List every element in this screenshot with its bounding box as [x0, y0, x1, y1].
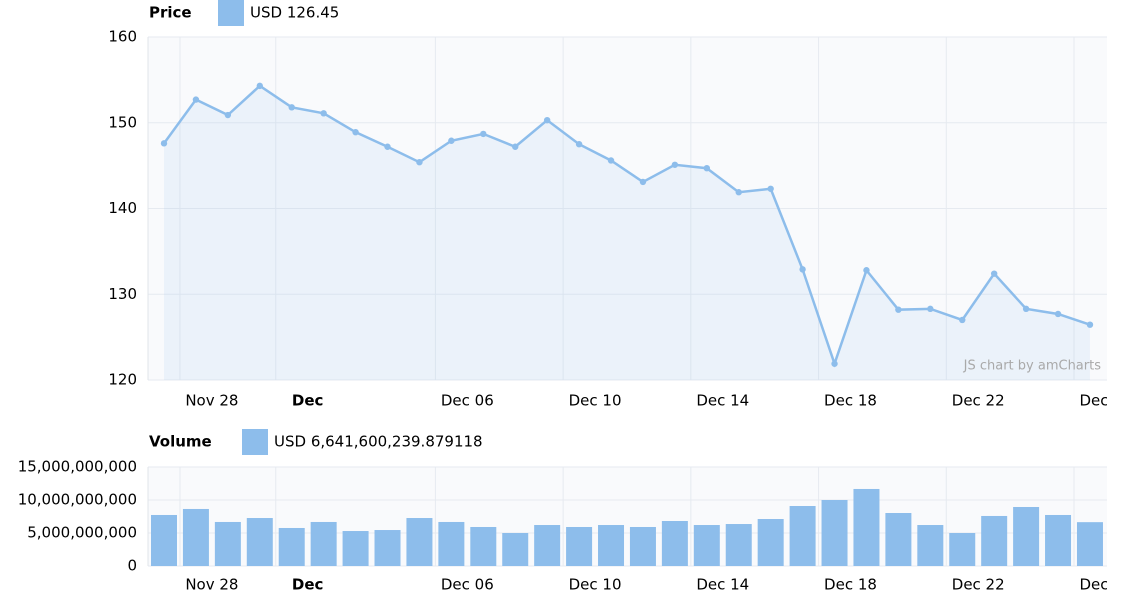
- volume-bar: [566, 526, 593, 566]
- price-point: [1054, 310, 1062, 318]
- x-tick-label: Dec 06: [441, 576, 494, 594]
- price-point: [671, 161, 679, 168]
- y-tick-label: 5,000,000,000: [27, 524, 137, 542]
- y-tick-label: 140: [108, 199, 137, 217]
- price-point: [288, 104, 295, 111]
- price-point: [160, 140, 168, 147]
- volume-bar: [885, 513, 912, 566]
- price-point: [512, 143, 519, 150]
- volume-bar: [917, 525, 944, 566]
- price-point: [927, 305, 934, 313]
- volume-bar: [374, 530, 401, 566]
- price-point: [639, 178, 647, 186]
- price-line: [162, 84, 1091, 368]
- y-tick-label: 160: [108, 28, 137, 46]
- price-point: [543, 116, 551, 124]
- x-tick-label: Dec 10: [569, 576, 622, 594]
- x-tick-label: Dec 26: [1079, 576, 1128, 594]
- price-point: [480, 130, 487, 138]
- price-point: [895, 306, 902, 313]
- price-point: [416, 158, 423, 166]
- watermark: JS chart by amCharts: [963, 359, 1102, 374]
- y-tick-label: 150: [108, 113, 137, 131]
- y-tick-label: 130: [108, 285, 137, 303]
- x-tick-label: Dec: [292, 576, 324, 594]
- x-tick-label: Dec 10: [569, 392, 622, 410]
- legend-swatch: [218, 0, 244, 26]
- volume-bar: [981, 515, 1008, 566]
- x-tick-label: Dec 14: [696, 576, 749, 594]
- price-point: [959, 316, 966, 324]
- legend-swatch: [242, 429, 268, 455]
- volume-bar: [949, 533, 976, 566]
- y-tick-label: 10,000,000,000: [18, 491, 137, 509]
- volume-bar: [438, 521, 465, 566]
- volume-bar: [1045, 514, 1072, 566]
- volume-bar: [661, 520, 688, 566]
- volume-bar: [693, 525, 720, 566]
- price-point: [575, 140, 583, 148]
- legend-value: USD 126.45: [250, 4, 339, 22]
- volume-bar: [278, 527, 305, 566]
- volume-bar: [534, 525, 561, 566]
- price-point: [224, 111, 232, 119]
- x-tick-label: Nov 28: [185, 576, 238, 594]
- volume-bar: [1013, 506, 1040, 566]
- volume-bar: [598, 525, 625, 566]
- volume-bar: [470, 526, 497, 566]
- x-tick-label: Dec 22: [952, 392, 1005, 410]
- plot-area: Nov 28 Dec Dec 06 Dec 10 Dec 14 Dec 18 Dec 22 D…: [151, 467, 1128, 594]
- volume-bar: [406, 518, 433, 566]
- volume-bar: [310, 521, 337, 566]
- price-point: [607, 157, 615, 164]
- volume-bar: [246, 518, 273, 566]
- plot-background: [148, 467, 1107, 566]
- price-point: [990, 270, 998, 277]
- price-point: [384, 143, 391, 150]
- legend-title: Volume: [149, 433, 212, 451]
- legend-title: Price: [149, 4, 192, 22]
- volume-bar: [821, 500, 848, 566]
- x-tick-label: Dec 22: [952, 576, 1005, 594]
- price-point: [256, 82, 263, 90]
- price-point: [799, 266, 806, 273]
- y-tick-label: 120: [108, 371, 137, 389]
- volume-bar: [502, 533, 529, 566]
- y-tick-label: 0: [127, 557, 137, 575]
- price-point: [448, 137, 455, 144]
- x-tick-label: Dec 18: [824, 392, 877, 410]
- volume-bar: [214, 521, 241, 566]
- price-point: [735, 189, 742, 196]
- plot-area: Nov 28 Dec Dec 06 Dec 10 Dec 14 Dec 18 Dec 22 D…: [160, 37, 1128, 410]
- price-point: [831, 360, 838, 367]
- volume-bar: [757, 519, 784, 566]
- x-tick-label: Dec: [292, 392, 324, 410]
- volume-bar: [182, 508, 209, 566]
- price-point: [1022, 305, 1030, 313]
- price-point: [320, 110, 327, 117]
- x-tick-label: Dec 26: [1079, 392, 1128, 410]
- price-point: [703, 164, 711, 172]
- volume-bar: [853, 488, 880, 566]
- area-fill: [164, 85, 1090, 380]
- x-tick-label: Dec 06: [441, 392, 494, 410]
- volume-bar: [629, 526, 656, 566]
- y-tick-label: 15,000,000,000: [18, 458, 137, 476]
- price-point: [352, 128, 359, 136]
- x-tick-label: Dec 14: [696, 392, 749, 410]
- legend-value: USD 6,641,600,239.879118: [274, 433, 483, 451]
- volume-bar: [725, 524, 752, 566]
- volume-bar: [1076, 522, 1103, 566]
- volume-bar: [151, 514, 177, 566]
- price-point: [863, 267, 870, 274]
- x-tick-label: Dec 18: [824, 576, 877, 594]
- price-point: [767, 185, 774, 192]
- x-tick-label: Nov 28: [185, 392, 238, 410]
- volume-bar: [789, 506, 816, 566]
- volume-bar: [342, 531, 369, 566]
- price-point: [1086, 321, 1094, 328]
- price-point: [192, 96, 200, 103]
